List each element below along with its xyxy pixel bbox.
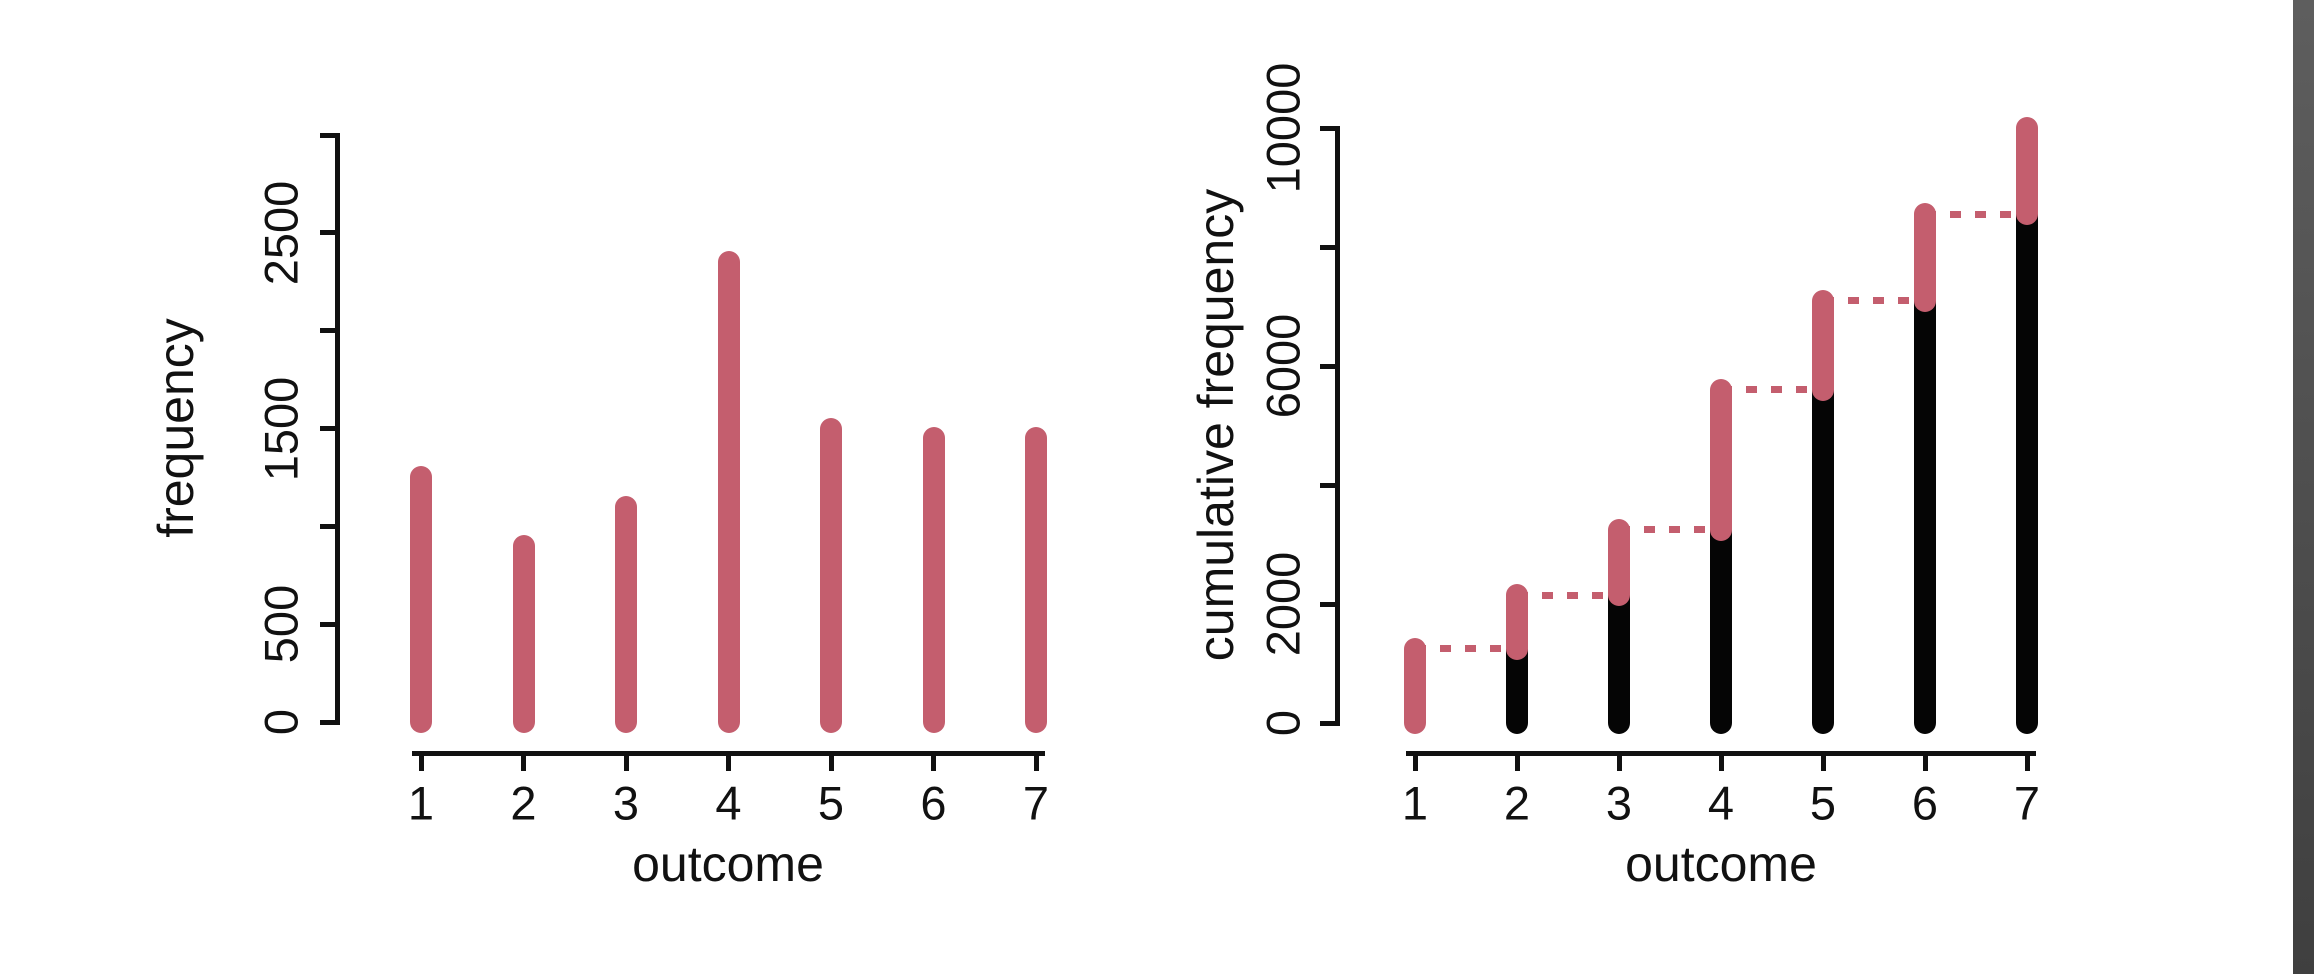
right-edge-band — [2293, 0, 2314, 974]
y-axis-line — [1334, 125, 1340, 726]
frequency-bar — [615, 495, 637, 733]
x-tick-label: 5 — [1809, 776, 1837, 830]
cumulative-increment-bar — [1506, 584, 1528, 660]
frequency-bar — [512, 534, 535, 733]
cumulative-increment-bar — [1608, 518, 1630, 607]
cumulative-increment-bar — [1812, 289, 1834, 401]
connector-dashed-line — [1415, 645, 1517, 653]
y-tick-label: 10000 — [1256, 62, 1310, 194]
y-tick — [1320, 244, 1337, 250]
x-axis-title: outcome — [632, 836, 824, 892]
cumulative-increment-bar — [2016, 117, 2038, 226]
x-axis-title: outcome — [1625, 836, 1817, 892]
frequency-bar — [1025, 427, 1047, 733]
connector-dashed-line — [1721, 386, 1823, 394]
x-tick-label: 1 — [407, 776, 435, 830]
cumulative-increment-bar — [1404, 637, 1426, 734]
y-tick — [1320, 482, 1337, 488]
x-tick — [623, 753, 629, 771]
x-tick — [1412, 753, 1418, 771]
cumulative-increment-bar — [1710, 378, 1732, 541]
cumulative-increment-bar — [1914, 203, 1936, 312]
y-tick — [1320, 720, 1337, 726]
x-tick — [1718, 753, 1724, 771]
y-tick — [320, 621, 337, 627]
x-tick-label: 3 — [612, 776, 640, 830]
y-tick-label: 1500 — [254, 376, 308, 481]
cumulative-base-bar — [1608, 584, 1630, 734]
x-tick — [1616, 753, 1622, 771]
x-tick-label: 6 — [1911, 776, 1939, 830]
y-axis-title: frequency — [148, 318, 204, 538]
y-tick-label: 2500 — [254, 180, 308, 286]
y-tick — [320, 426, 337, 431]
connector-dashed-line — [1823, 297, 1925, 305]
x-tick — [2024, 753, 2030, 771]
y-tick-label: 6000 — [1256, 313, 1310, 419]
x-tick — [1033, 753, 1039, 771]
cumulative-base-bar — [1914, 289, 1936, 734]
x-tick-label: 2 — [1503, 776, 1531, 830]
y-tick — [320, 523, 337, 529]
connector-dashed-line — [1925, 210, 2027, 218]
x-tick — [1820, 753, 1826, 771]
x-tick-label: 1 — [1401, 776, 1429, 830]
cumulative-base-bar — [1710, 518, 1732, 734]
y-tick-label: 0 — [1256, 709, 1310, 737]
frequency-bar — [410, 466, 432, 733]
y-axis-title: cumulative frequency — [1188, 188, 1244, 662]
y-tick — [1320, 601, 1337, 607]
y-tick-label: 2000 — [1256, 551, 1310, 657]
x-tick-label: 5 — [817, 776, 845, 830]
x-tick-label: 2 — [510, 776, 537, 830]
frequency-bar — [820, 417, 842, 733]
x-tick-label: 3 — [1605, 776, 1633, 830]
x-tick-label: 7 — [1022, 776, 1050, 830]
cumulative-base-bar — [1812, 378, 1834, 734]
x-tick — [521, 753, 526, 771]
x-tick-label: 6 — [920, 776, 947, 830]
y-tick — [320, 230, 337, 236]
y-tick — [320, 328, 337, 334]
y-tick — [320, 132, 337, 138]
y-tick-label: 500 — [254, 584, 308, 664]
x-tick — [1514, 753, 1520, 771]
cumulative-base-bar — [1506, 637, 1528, 734]
cumulative-base-bar — [2016, 203, 2038, 734]
x-tick — [726, 753, 731, 771]
y-tick-label: 0 — [254, 708, 308, 736]
frequency-bar — [922, 427, 945, 733]
y-tick — [1320, 125, 1337, 131]
x-tick — [418, 753, 424, 771]
x-tick-label: 4 — [1707, 776, 1735, 830]
x-tick-label: 7 — [2013, 776, 2041, 830]
connector-dashed-line — [1517, 591, 1619, 599]
connector-dashed-line — [1619, 526, 1721, 534]
x-tick — [931, 753, 936, 771]
x-tick-label: 4 — [715, 776, 742, 830]
frequency-bar — [717, 251, 740, 733]
y-tick — [1320, 363, 1337, 369]
y-axis-line — [334, 132, 340, 725]
x-tick — [1922, 753, 1928, 771]
y-tick — [320, 719, 337, 725]
x-tick — [828, 753, 834, 771]
